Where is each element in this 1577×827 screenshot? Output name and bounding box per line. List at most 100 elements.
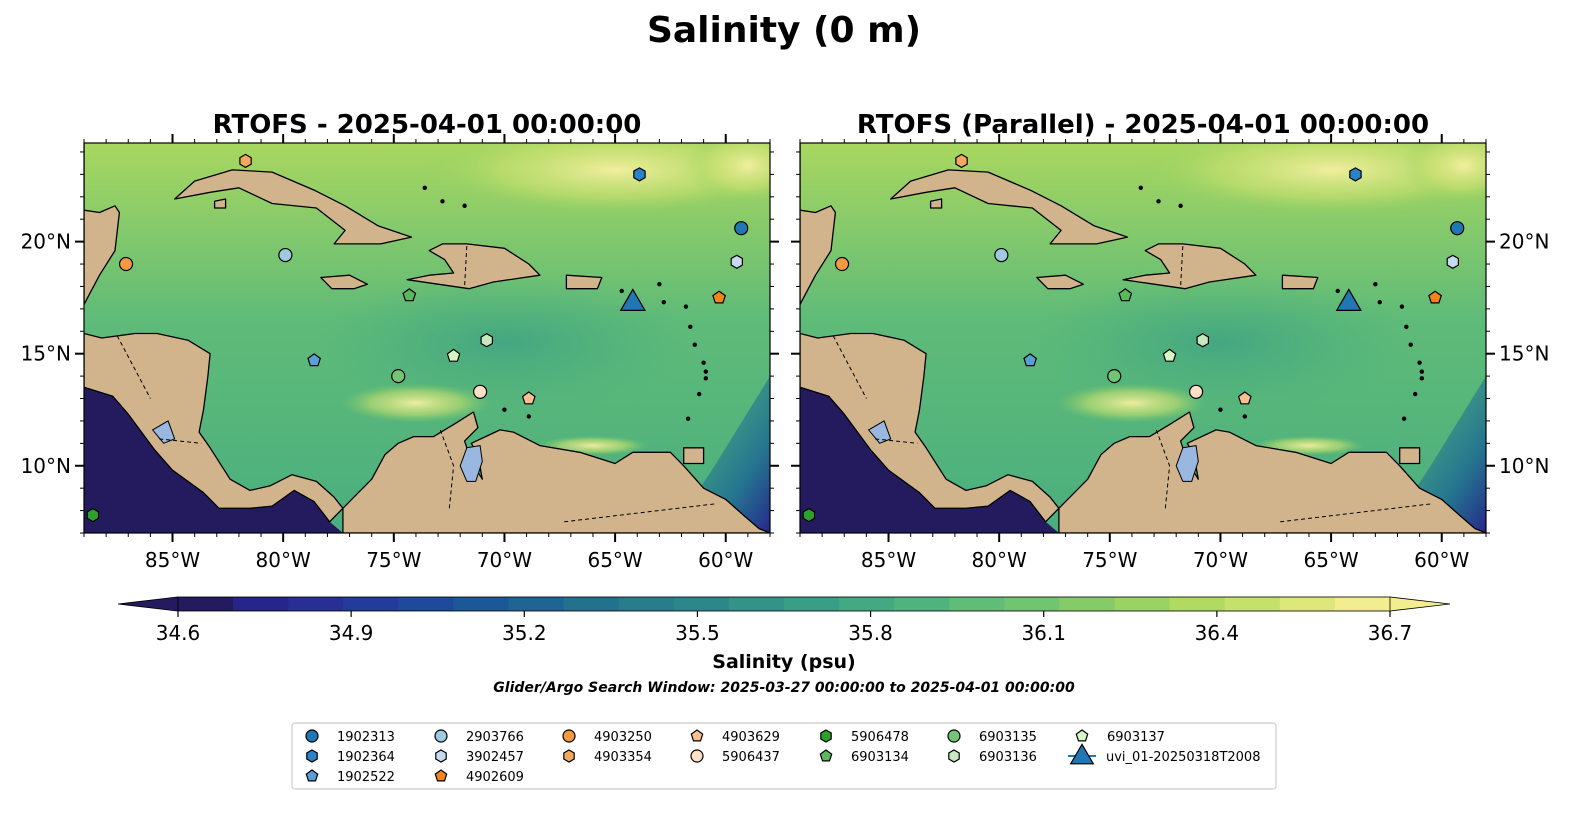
border-2 — [564, 503, 715, 523]
x-tick-label: 80°W — [972, 548, 1027, 572]
x-tick-label: 70°W — [477, 548, 532, 572]
hexagon-marker — [480, 333, 493, 348]
marker-5906437 — [1189, 384, 1204, 399]
colorbar-label: Salinity (psu) — [712, 651, 855, 673]
colorbar-tick-label: 34.9 — [329, 621, 374, 645]
circle-marker — [1189, 384, 1204, 399]
legend-entry: 2903766 — [434, 729, 524, 745]
pentagon-marker — [402, 288, 417, 302]
hexagon-marker — [802, 507, 816, 523]
triangle-marker — [1335, 288, 1362, 311]
hexagon-marker — [306, 749, 318, 763]
colorbar: 34.6 34.9 35.2 35.5 35.8 36.1 36.4 36.7 — [117, 596, 1451, 645]
x-tick-label: 65°W — [1303, 548, 1358, 572]
map-panel-rtofs: 85°W 80°W 75°W 70°W 65°W 60°W 10°N 15°N 20°N RTOF… — [21, 110, 779, 572]
small-island-1 — [692, 342, 697, 347]
pentagon-marker — [1075, 729, 1089, 742]
colorbar-frame — [177, 596, 1391, 612]
circle-marker — [305, 729, 319, 743]
x-tick-label: 60°W — [1414, 548, 1469, 572]
small-island-11 — [440, 199, 445, 204]
marker-6903134 — [402, 288, 417, 302]
circle-marker — [1107, 369, 1122, 384]
colorbar-swatch — [1224, 597, 1281, 611]
colorbar-swatch — [508, 597, 565, 611]
land-1 — [800, 332, 1060, 523]
pentagon-marker — [712, 290, 727, 304]
land-0 — [800, 143, 837, 306]
pentagon-marker — [1023, 353, 1038, 367]
small-island-2 — [701, 360, 706, 365]
legend-label: 4903354 — [594, 750, 652, 765]
marker-4902609 — [712, 290, 727, 304]
small-island-14 — [1399, 304, 1405, 309]
colorbar-swatch — [453, 597, 510, 611]
map-frame — [83, 142, 771, 534]
pentagon-marker — [521, 391, 536, 405]
small-island-6 — [1377, 299, 1382, 305]
border-3 — [832, 335, 867, 399]
legend-label: 6903136 — [979, 750, 1037, 765]
land-8 — [213, 198, 227, 209]
legend-label: 4903250 — [594, 730, 652, 745]
colorbar-swatch — [1169, 597, 1226, 611]
colorbar-swatch — [178, 597, 234, 611]
small-island-11 — [1156, 199, 1161, 204]
colorbar-tick-label: 36.4 — [1195, 621, 1240, 645]
colorbar-swatch — [839, 597, 895, 611]
colorbar-swatch — [1334, 597, 1391, 611]
small-island-0 — [688, 324, 693, 329]
colorbar-tick-label: 36.7 — [1368, 621, 1413, 645]
colorbar-tick-label: 35.5 — [675, 621, 720, 645]
marker-4903354 — [955, 153, 968, 169]
small-island-7 — [657, 282, 662, 287]
small-island-9 — [1242, 414, 1247, 419]
legend-entry: 4903354 — [563, 749, 652, 765]
pentagon-marker — [690, 729, 704, 742]
figure-title: Salinity (0 m) — [647, 10, 921, 51]
circle-marker — [562, 729, 576, 743]
border-4 — [159, 438, 202, 444]
hexagon-marker — [435, 749, 447, 763]
circle-marker — [734, 221, 749, 236]
hexagon-marker — [1196, 333, 1210, 348]
x-tick-label: 65°W — [587, 548, 642, 572]
land-6 — [1281, 274, 1319, 290]
fresh-plume-north — [1139, 143, 1486, 217]
small-island-14 — [683, 304, 689, 309]
colorbar-swatch — [1279, 597, 1336, 611]
small-island-13 — [422, 185, 427, 191]
legend-label: 4902609 — [466, 770, 524, 785]
map-body — [800, 143, 1486, 533]
border-4 — [875, 438, 918, 444]
marker-6903135 — [391, 369, 406, 384]
hexagon-marker — [820, 729, 832, 743]
legend-entry: 3902457 — [435, 749, 524, 765]
marker-2903766 — [278, 247, 293, 263]
small-island-13 — [1138, 185, 1143, 191]
marker-4903629 — [1237, 391, 1252, 405]
marker-1902313 — [734, 221, 749, 236]
land-0 — [84, 143, 121, 306]
pentagon-marker — [819, 749, 833, 762]
circle-marker — [278, 247, 293, 263]
land-3 — [174, 169, 413, 245]
y-tick-label: 10°N — [21, 454, 71, 478]
legend-label: 4903629 — [722, 730, 780, 745]
marker-6903137 — [1162, 348, 1177, 362]
legend-entry: 6903136 — [948, 749, 1037, 765]
marker-1902364 — [633, 167, 646, 182]
legend-entry: 1902364 — [306, 749, 395, 765]
marker-4903250 — [118, 256, 134, 272]
land-7 — [683, 447, 705, 465]
land-6 — [565, 274, 603, 290]
small-island-10 — [1218, 407, 1223, 412]
circle-marker — [434, 729, 448, 743]
y-tick-label: 10°N — [1499, 454, 1549, 478]
land-4 — [406, 243, 541, 290]
x-tick-label: 60°W — [698, 548, 753, 572]
triangle-marker — [619, 288, 646, 311]
colorbar-extend-min — [117, 596, 179, 612]
circle-marker — [947, 729, 961, 743]
pacific-ocean — [800, 387, 1059, 533]
